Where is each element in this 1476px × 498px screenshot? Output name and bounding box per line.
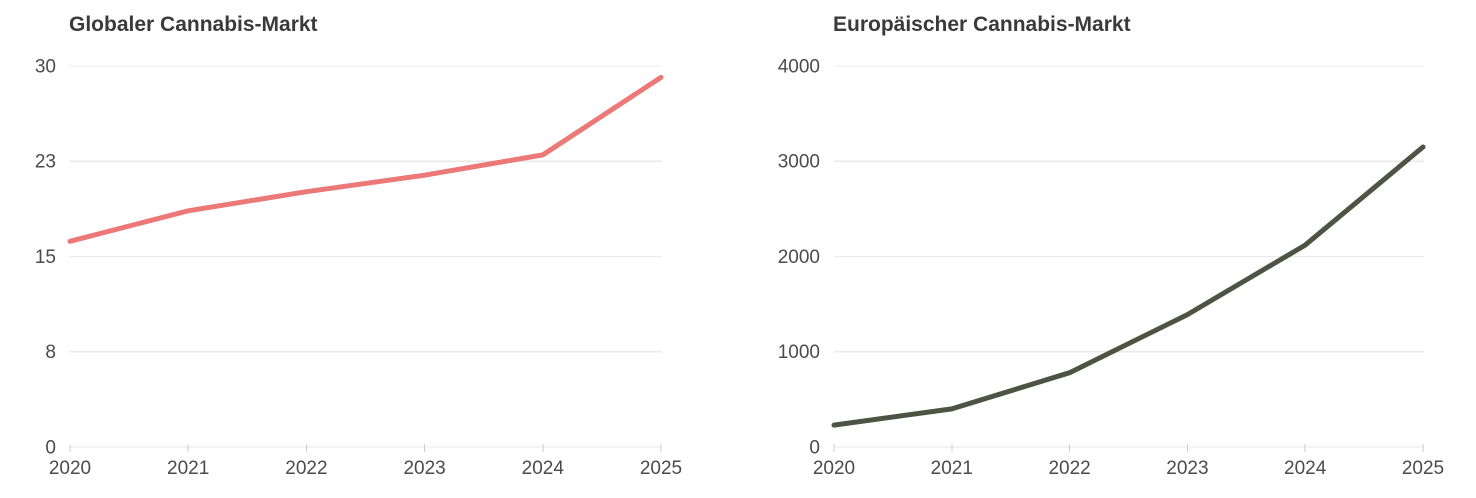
chart-title-global: Globaler Cannabis-Markt — [69, 13, 318, 36]
y-axis-tick-label: 0 — [45, 437, 56, 458]
x-axis-tick-label: 2023 — [1166, 458, 1208, 479]
y-axis-tick-label: 3000 — [778, 152, 820, 173]
y-axis-tick-label: 8 — [45, 342, 56, 363]
y-axis-tick-label: 4000 — [778, 56, 820, 77]
x-axis-tick-label: 2020 — [49, 458, 91, 479]
y-axis-tick-label: 2000 — [778, 247, 820, 268]
y-axis-tick-label: 1000 — [778, 342, 820, 363]
chart-title-european: Europäischer Cannabis-Markt — [833, 13, 1131, 36]
chart-canvas-global: 0 8 15 23 30 2020 2021 2022 2023 2024 2025 — [35, 56, 682, 479]
y-axis-tick-label: 15 — [35, 247, 56, 268]
data-line — [67, 74, 664, 244]
y-axis-tick-label: 30 — [35, 56, 56, 77]
x-axis-tick-label: 2022 — [1048, 458, 1090, 479]
x-axis-tick-label: 2022 — [285, 458, 327, 479]
x-axis-tick-label: 2020 — [813, 458, 855, 479]
data-line — [831, 144, 1426, 428]
x-axis-tick-label: 2021 — [931, 458, 973, 479]
x-axis-tick-label: 2023 — [403, 458, 445, 479]
y-axis-tick-label: 0 — [809, 437, 820, 458]
x-axis-tick-label: 2025 — [640, 458, 682, 479]
x-axis-tick-label: 2021 — [167, 458, 209, 479]
x-axis-tick-label: 2024 — [522, 458, 565, 479]
x-axis-tick-label: 2025 — [1402, 458, 1444, 479]
chart-global-cannabis-market: Globaler Cannabis-Markt 0 8 15 23 30 2020 2021… — [35, 13, 682, 479]
chart-canvas-european: 0 1000 2000 3000 4000 2020 2021 2022 2023 2024 202… — [778, 56, 1444, 479]
chart-european-cannabis-market: Europäischer Cannabis-Markt 0 1000 2000 300… — [738, 0, 1476, 498]
x-axis-tick-label: 2024 — [1284, 458, 1327, 479]
y-axis-tick-label: 23 — [35, 152, 56, 173]
